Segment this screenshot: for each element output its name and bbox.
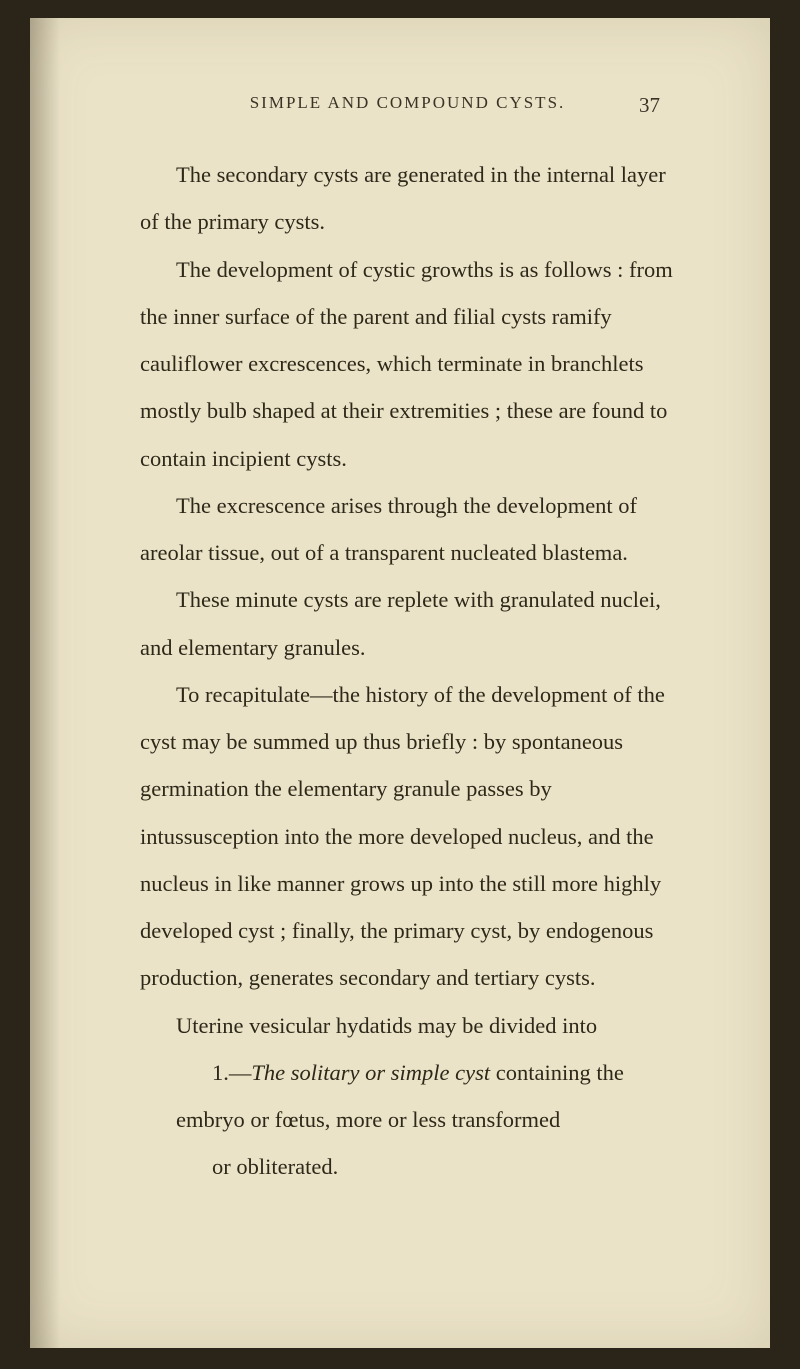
list-continuation-1: or obliterated. — [140, 1143, 675, 1190]
header-title: SIMPLE AND COMPOUND CYSTS. — [250, 93, 566, 113]
page-number: 37 — [639, 93, 660, 118]
list-item-1: 1.—The solitary or simple cyst containin… — [140, 1049, 675, 1144]
page-container: SIMPLE AND COMPOUND CYSTS. 37 The second… — [30, 18, 770, 1348]
list-prefix: 1.— — [212, 1060, 251, 1085]
body-text: The secondary cysts are generated in the… — [140, 151, 675, 1191]
list-italic: The solitary or simple cyst — [251, 1060, 490, 1085]
paragraph-4: These minute cysts are replete with gran… — [140, 576, 675, 671]
paragraph-2: The development of cystic growths is as … — [140, 246, 675, 482]
page-header: SIMPLE AND COMPOUND CYSTS. 37 — [140, 93, 675, 113]
paragraph-5: To recapitulate—the history of the devel… — [140, 671, 675, 1002]
paragraph-1: The secondary cysts are generated in the… — [140, 151, 675, 246]
paragraph-3: The excrescence arises through the devel… — [140, 482, 675, 577]
paragraph-6: Uterine vesicular hydatids may be divide… — [140, 1002, 675, 1049]
